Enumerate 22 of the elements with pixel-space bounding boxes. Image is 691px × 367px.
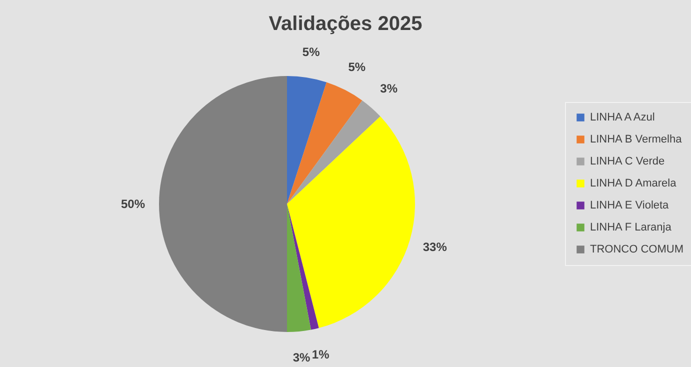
legend-label: LINHA D Amarela xyxy=(590,178,678,190)
data-label: 3% xyxy=(292,350,310,364)
pie-slice xyxy=(159,76,287,332)
pie-slice xyxy=(287,76,327,204)
data-label: 50% xyxy=(120,197,146,211)
pie-slice xyxy=(287,204,319,330)
pie-slice xyxy=(287,100,380,204)
legend-label: LINHA B Vermelha xyxy=(590,134,683,146)
legend-label: TRONCO COMUM xyxy=(590,244,684,256)
pie-slice xyxy=(287,116,415,328)
data-label: 33% xyxy=(422,240,448,254)
pie-slice xyxy=(287,82,362,204)
pie-slice xyxy=(287,204,311,332)
data-label: 3% xyxy=(380,81,398,96)
chart-title: Validações 2025 xyxy=(268,13,422,35)
legend-label: LINHA C Verde xyxy=(590,156,665,168)
legend-label: LINHA E Violeta xyxy=(590,200,670,212)
data-label: 5% xyxy=(302,44,320,59)
legend-label: LINHA A Azul xyxy=(590,112,655,124)
data-label: 1% xyxy=(312,347,330,362)
legend-label: LINHA F Laranja xyxy=(590,222,672,234)
data-label: 5% xyxy=(348,60,366,74)
